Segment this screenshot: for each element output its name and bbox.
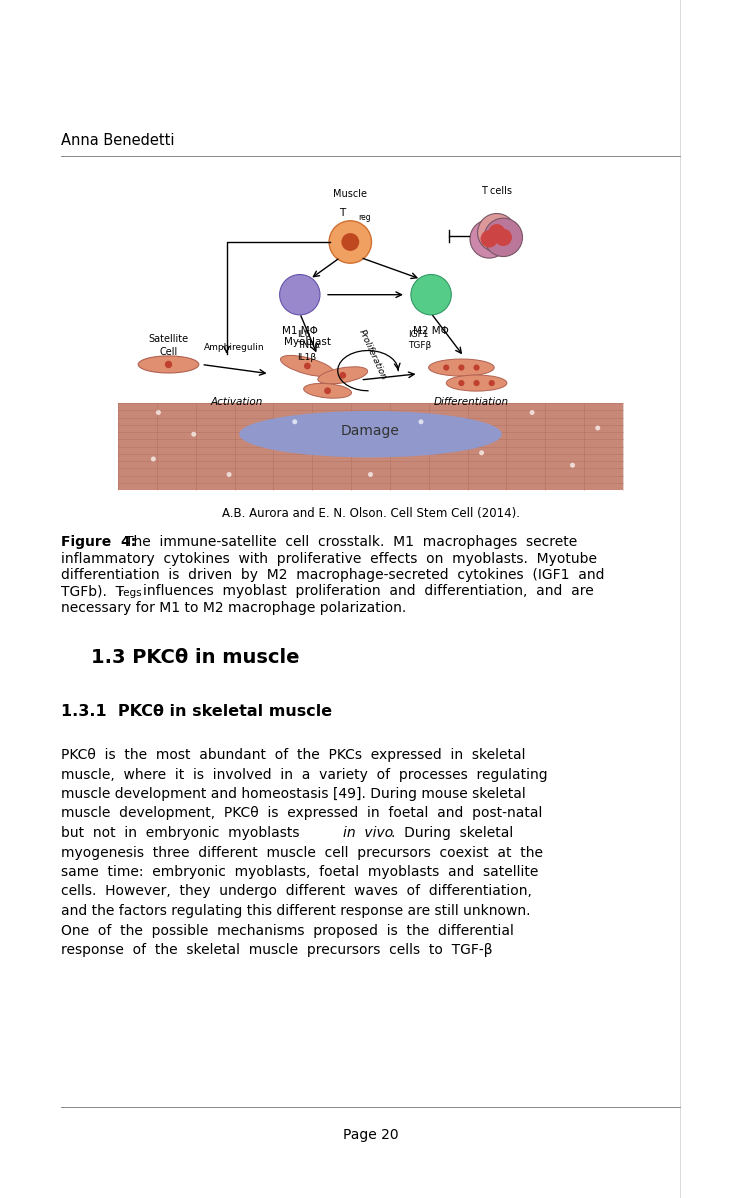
Circle shape	[279, 274, 320, 315]
Text: T cells: T cells	[481, 186, 512, 196]
Circle shape	[479, 450, 484, 455]
Text: cells.  However,  they  undergo  different  waves  of  differentiation,: cells. However, they undergo different w…	[61, 884, 531, 898]
Circle shape	[488, 380, 495, 386]
Circle shape	[411, 274, 451, 315]
Ellipse shape	[239, 411, 502, 458]
Circle shape	[368, 472, 373, 477]
Circle shape	[416, 279, 425, 289]
Text: M1 MΦ: M1 MΦ	[282, 326, 318, 335]
Ellipse shape	[280, 356, 334, 376]
Text: 1.3 PKCθ in muscle: 1.3 PKCθ in muscle	[90, 648, 299, 667]
Circle shape	[436, 279, 447, 289]
Text: necessary for M1 to M2 macrophage polarization.: necessary for M1 to M2 macrophage polari…	[61, 601, 406, 615]
Circle shape	[570, 462, 575, 467]
Text: T: T	[339, 208, 345, 218]
Circle shape	[156, 410, 161, 415]
Text: reg: reg	[358, 212, 370, 222]
Text: One  of  the  possible  mechanisms  proposed  is  the  differential: One of the possible mechanisms proposed …	[61, 924, 514, 938]
Text: Cell: Cell	[159, 346, 178, 357]
Circle shape	[304, 363, 310, 369]
Circle shape	[419, 419, 424, 424]
Ellipse shape	[139, 356, 199, 373]
Bar	[118, 404, 623, 490]
Text: Anna Benedetti: Anna Benedetti	[61, 133, 174, 149]
Text: Muscle: Muscle	[333, 189, 368, 199]
Circle shape	[441, 290, 451, 300]
Circle shape	[470, 219, 508, 258]
Circle shape	[495, 229, 512, 246]
Circle shape	[436, 301, 447, 310]
Circle shape	[342, 234, 359, 250]
Text: Satellite: Satellite	[148, 334, 188, 344]
Circle shape	[292, 419, 297, 424]
Circle shape	[473, 380, 479, 386]
Circle shape	[416, 301, 425, 310]
Circle shape	[324, 387, 331, 394]
Circle shape	[284, 279, 294, 289]
Text: muscle,  where  it  is  involved  in  a  variety  of  processes  regulating: muscle, where it is involved in a variet…	[61, 768, 548, 781]
Text: myogenesis  three  different  muscle  cell  precursors  coexist  at  the: myogenesis three different muscle cell p…	[61, 846, 542, 859]
Circle shape	[191, 431, 196, 437]
Ellipse shape	[446, 375, 507, 391]
Text: but  not  in  embryonic  myoblasts: but not in embryonic myoblasts	[61, 825, 308, 840]
Ellipse shape	[318, 367, 368, 383]
Circle shape	[305, 301, 316, 310]
Circle shape	[481, 230, 498, 248]
Text: Activation: Activation	[210, 397, 263, 407]
Circle shape	[477, 213, 516, 252]
Circle shape	[458, 380, 465, 386]
Text: regs: regs	[119, 587, 142, 598]
Text: .  During  skeletal: . During skeletal	[391, 825, 513, 840]
Text: Differentiation: Differentiation	[434, 397, 509, 407]
Ellipse shape	[428, 359, 494, 376]
Text: and the factors regulating this different response are still unknown.: and the factors regulating this differen…	[61, 904, 531, 918]
Text: same  time:  embryonic  myoblasts,  foetal  myoblasts  and  satellite: same time: embryonic myoblasts, foetal m…	[61, 865, 538, 879]
Text: A.B. Aurora and E. N. Olson. Cell Stem Cell (2014).: A.B. Aurora and E. N. Olson. Cell Stem C…	[222, 507, 519, 520]
Circle shape	[473, 364, 479, 370]
Circle shape	[426, 304, 436, 315]
Circle shape	[595, 425, 600, 430]
Text: IGF1
TGFβ: IGF1 TGFβ	[408, 331, 431, 351]
Circle shape	[443, 364, 449, 370]
Circle shape	[310, 290, 320, 300]
Circle shape	[151, 456, 156, 461]
Circle shape	[227, 472, 232, 477]
Text: Proliferation: Proliferation	[357, 328, 389, 382]
Circle shape	[305, 279, 316, 289]
Text: PKCθ  is  the  most  abundant  of  the  PKCs  expressed  in  skeletal: PKCθ is the most abundant of the PKCs ex…	[61, 748, 525, 762]
Text: inflammatory  cytokines  with  proliferative  effects  on  myoblasts.  Myotube: inflammatory cytokines with proliferativ…	[61, 551, 597, 565]
Text: IL6
TNFα
IL1β: IL6 TNFα IL1β	[297, 331, 321, 362]
Bar	[118, 180, 623, 490]
Circle shape	[339, 371, 346, 379]
Text: TGFb).  T: TGFb). T	[61, 585, 124, 599]
Circle shape	[329, 220, 371, 264]
Text: muscle  development,  PKCθ  is  expressed  in  foetal  and  post-natal: muscle development, PKCθ is expressed in…	[61, 806, 542, 821]
Circle shape	[488, 224, 505, 241]
Text: in  vivo: in vivo	[343, 825, 393, 840]
Text: influences  myoblast  proliferation  and  differentiation,  and  are: influences myoblast proliferation and di…	[143, 585, 594, 599]
Circle shape	[426, 274, 436, 285]
Circle shape	[295, 304, 305, 315]
Text: response  of  the  skeletal  muscle  precursors  cells  to  TGF-β: response of the skeletal muscle precurso…	[61, 943, 492, 957]
Text: Amphiregulin: Amphiregulin	[204, 343, 265, 352]
Circle shape	[295, 274, 305, 285]
Text: Damage: Damage	[341, 424, 400, 438]
Circle shape	[284, 301, 294, 310]
Text: Page 20: Page 20	[342, 1129, 399, 1142]
Ellipse shape	[304, 383, 351, 398]
Text: M2 MΦ: M2 MΦ	[413, 326, 449, 335]
Circle shape	[458, 364, 465, 370]
Circle shape	[165, 361, 172, 368]
Text: Figure  4:: Figure 4:	[61, 536, 136, 549]
Text: The  immune-satellite  cell  crosstalk.  M1  macrophages  secrete: The immune-satellite cell crosstalk. M1 …	[124, 536, 577, 549]
Circle shape	[530, 410, 534, 415]
Circle shape	[411, 290, 421, 300]
Text: Myoblast: Myoblast	[284, 338, 331, 347]
Circle shape	[484, 218, 522, 256]
Text: differentiation  is  driven  by  M2  macrophage-secreted  cytokines  (IGF1  and: differentiation is driven by M2 macropha…	[61, 568, 604, 582]
Text: muscle development and homeostasis [49]. During mouse skeletal: muscle development and homeostasis [49].…	[61, 787, 525, 801]
Circle shape	[279, 290, 290, 300]
Text: 1.3.1  PKCθ in skeletal muscle: 1.3.1 PKCθ in skeletal muscle	[61, 704, 332, 719]
